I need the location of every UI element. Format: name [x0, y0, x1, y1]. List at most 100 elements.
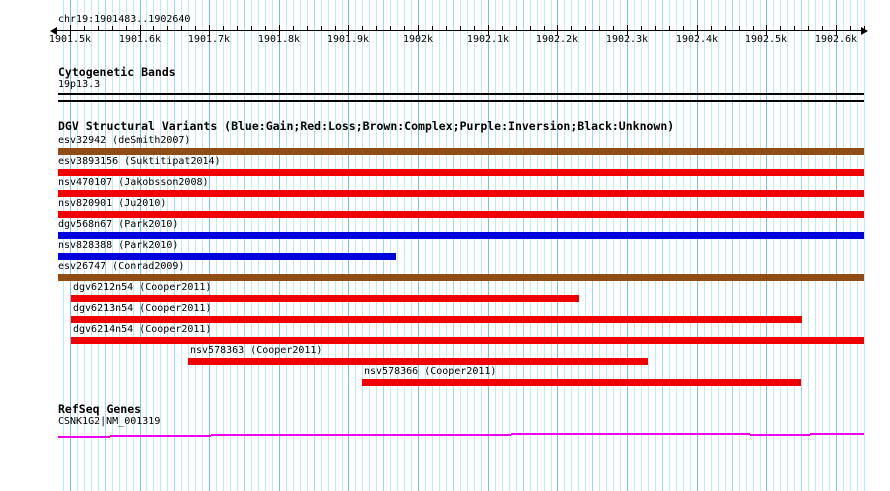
gridline-minor — [335, 0, 336, 491]
gridline-minor — [634, 0, 635, 491]
gridline-minor — [390, 0, 391, 491]
gridline-minor — [690, 0, 691, 491]
variant-label[interactable]: dgv6212n54 (Cooper2011) — [73, 282, 212, 293]
ruler-minor-tick — [725, 26, 726, 31]
ruler-minor-tick — [571, 26, 572, 31]
ruler-major-tick — [348, 25, 349, 35]
gridline-minor — [411, 0, 412, 491]
variant-label[interactable]: esv3893156 (Suktitipat2014) — [58, 156, 221, 167]
ruler-minor-tick — [753, 26, 754, 31]
ruler-minor-tick — [237, 26, 238, 31]
gridline-minor — [237, 0, 238, 491]
gridline-minor — [662, 0, 663, 491]
variant-bar[interactable] — [71, 316, 802, 323]
gene-line-segment[interactable] — [750, 434, 810, 436]
variant-bar[interactable] — [58, 232, 864, 239]
gridline-minor — [857, 0, 858, 491]
ruler-minor-tick — [153, 26, 154, 31]
ruler-minor-tick — [516, 26, 517, 31]
variant-label[interactable]: nsv578363 (Cooper2011) — [190, 345, 323, 356]
variant-label[interactable]: nsv820901 (Ju2010) — [58, 198, 167, 209]
gene-line-segment[interactable] — [810, 433, 864, 435]
gridline-major — [766, 0, 767, 491]
cytoband-label[interactable]: 19p13.3 — [58, 79, 101, 90]
gridline-minor — [530, 0, 531, 491]
gridline-minor — [544, 0, 545, 491]
gridline-minor — [223, 0, 224, 491]
variant-bar[interactable] — [58, 253, 396, 260]
ruler-minor-tick — [446, 26, 447, 31]
variant-label[interactable]: esv32942 (deSmith2007) — [58, 135, 191, 146]
gridline-minor — [265, 0, 266, 491]
gridline-minor — [153, 0, 154, 491]
ruler-minor-tick — [530, 26, 531, 31]
gridline-minor — [293, 0, 294, 491]
gridline-minor — [300, 0, 301, 491]
variant-bar[interactable] — [71, 337, 864, 344]
ruler-minor-tick — [181, 26, 182, 31]
gridline-minor — [850, 0, 851, 491]
gene-line-segment[interactable] — [211, 434, 511, 436]
variant-bar[interactable] — [188, 358, 648, 365]
gridline-minor — [195, 0, 196, 491]
gridline-major — [418, 0, 419, 491]
ruler-minor-tick — [808, 26, 809, 31]
variant-label[interactable]: dgv6213n54 (Cooper2011) — [73, 303, 212, 314]
gridline-minor — [314, 0, 315, 491]
ruler-minor-tick — [321, 26, 322, 31]
ruler-minor-tick — [739, 26, 740, 31]
gridline-minor — [98, 0, 99, 491]
gridline-minor — [613, 0, 614, 491]
refseq-gene-label[interactable]: CSNK1G2|NM_001319 — [58, 416, 161, 427]
variant-label[interactable]: dgv6214n54 (Cooper2011) — [73, 324, 212, 335]
ruler-minor-tick — [404, 26, 405, 31]
gridline-minor — [669, 0, 670, 491]
gridline-minor — [843, 0, 844, 491]
gene-line-segment[interactable] — [110, 435, 211, 437]
ruler-minor-tick — [669, 26, 670, 31]
gridline-minor — [105, 0, 106, 491]
variant-label[interactable]: dgv568n67 (Park2010) — [58, 219, 179, 230]
refseq-heading: RefSeq Genes — [58, 402, 142, 416]
variant-bar[interactable] — [58, 211, 864, 218]
gridline-minor — [146, 0, 147, 491]
gridline-minor — [481, 0, 482, 491]
region-title: chr19:1901483..1902640 — [58, 14, 191, 25]
gridline-minor — [571, 0, 572, 491]
variant-bar[interactable] — [58, 169, 864, 176]
gridline-minor — [718, 0, 719, 491]
variant-bar[interactable] — [58, 148, 864, 155]
ruler-left-arrow-icon — [50, 27, 57, 35]
ruler-minor-tick — [223, 26, 224, 31]
gridline-minor — [342, 0, 343, 491]
ruler-axis-line — [52, 30, 864, 31]
ruler-minor-tick — [655, 26, 656, 31]
gridline-minor — [460, 0, 461, 491]
variant-bar[interactable] — [58, 190, 864, 197]
variant-label[interactable]: esv26747 (Conrad2009) — [58, 261, 185, 272]
ruler-major-tick — [209, 25, 210, 35]
gridline-minor — [230, 0, 231, 491]
ruler-tick-label: 1902.6k — [814, 34, 858, 45]
variant-label[interactable]: nsv578366 (Cooper2011) — [364, 366, 497, 377]
gridline-minor — [787, 0, 788, 491]
variant-label[interactable]: nsv828388 (Park2010) — [58, 240, 179, 251]
gridline-minor — [746, 0, 747, 491]
ruler-minor-tick — [460, 26, 461, 31]
ruler-major-tick — [418, 25, 419, 35]
variant-bar[interactable] — [58, 274, 864, 281]
variant-label[interactable]: nsv470107 (Jakobsson2008) — [58, 177, 209, 188]
gridline-minor — [794, 0, 795, 491]
variant-bar[interactable] — [362, 379, 801, 386]
gridline-minor — [397, 0, 398, 491]
gene-line-segment[interactable] — [58, 436, 110, 438]
gridline-minor — [495, 0, 496, 491]
variant-bar[interactable] — [71, 295, 579, 302]
gene-line-segment[interactable] — [511, 433, 750, 435]
gridline-minor — [216, 0, 217, 491]
ruler-minor-tick — [544, 26, 545, 31]
ruler-minor-tick — [585, 26, 586, 31]
ruler-tick-label: 1901.7k — [187, 34, 231, 45]
